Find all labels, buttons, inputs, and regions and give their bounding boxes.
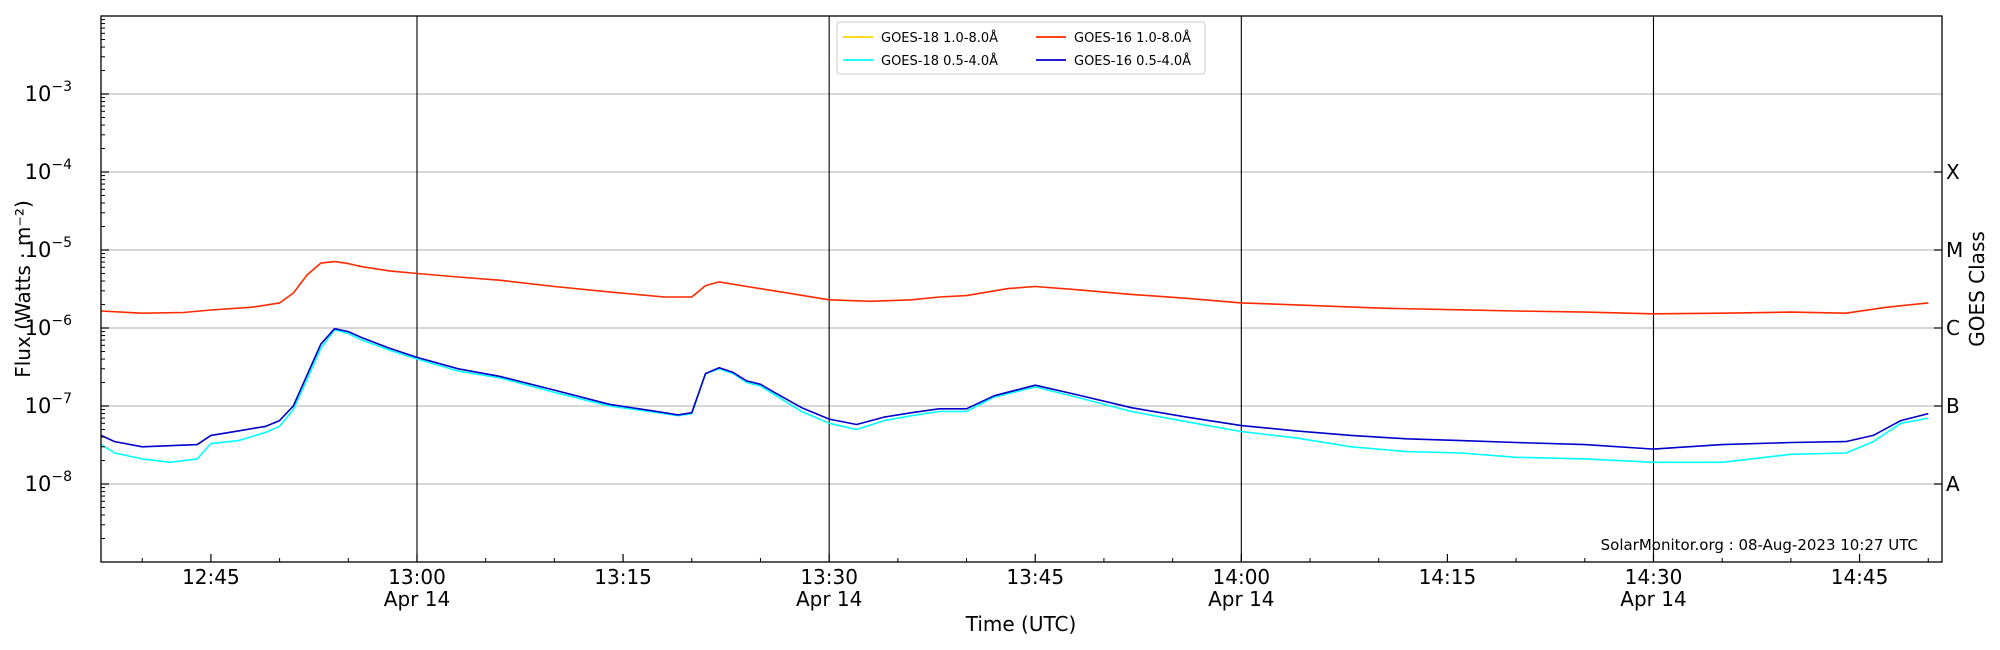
legend-label: GOES-18 1.0-8.0Å — [881, 30, 998, 46]
goes-class-label: A — [1946, 472, 1960, 496]
x-date-label: Apr 14 — [384, 587, 450, 611]
y-tick-exponent: −7 — [51, 391, 72, 407]
x-tick-label: 14:00 — [1213, 565, 1271, 589]
goes-class-axis-label: GOES Class — [1965, 231, 1989, 347]
y-tick-exponent: −3 — [51, 79, 72, 95]
x-date-label: Apr 14 — [796, 587, 862, 611]
x-tick-label: 12:45 — [182, 565, 240, 589]
watermark: SolarMonitor.org : 08-Aug-2023 10:27 UTC — [1601, 536, 1918, 554]
date-marker-lines — [416, 16, 1655, 562]
y-tick-base: 10 — [25, 82, 52, 106]
y-tick-exponent: −4 — [51, 157, 72, 173]
y-axis-label: Flux (Watts · m⁻²) — [11, 200, 35, 378]
legend-label: GOES-16 0.5-4.0Å — [1074, 53, 1191, 69]
y-tick-base: 10 — [25, 394, 52, 418]
horizontal-gridlines — [101, 93, 1942, 485]
y-tick-base: 10 — [25, 316, 52, 340]
y-tick-label: 10−8 — [25, 469, 72, 496]
x-tick-label: 13:00 — [388, 565, 446, 589]
x-tick-label: 13:30 — [800, 565, 858, 589]
legend: GOES-18 1.0-8.0Å GOES-18 0.5-4.0Å GOES-16 … — [836, 21, 1206, 75]
y-tick-base: 10 — [25, 160, 52, 184]
y-tick-exponent: −8 — [51, 469, 72, 485]
goes-class-label: X — [1946, 160, 1960, 184]
series-line — [100, 328, 1929, 464]
series-line — [100, 327, 1929, 450]
legend-box — [836, 21, 1206, 75]
series-line — [100, 260, 1929, 315]
goes-class-label: C — [1946, 316, 1960, 340]
tick-labels: 10−810−710−610−510−410−312:45 13:00 13:15 1… — [25, 79, 1964, 611]
y-tick-label: 10−7 — [25, 391, 72, 418]
y-tick-base: 10 — [25, 238, 52, 262]
y-tick-exponent: −5 — [51, 235, 72, 251]
plot-frame — [100, 15, 1943, 563]
x-axis-label: Time (UTC) — [965, 612, 1077, 636]
goes-class-label: M — [1946, 238, 1963, 262]
x-date-label: Apr 14 — [1208, 587, 1274, 611]
x-tick-label: 14:30 — [1625, 565, 1683, 589]
y-tick-label: 10−4 — [25, 157, 72, 184]
x-date-label: Apr 14 — [1620, 587, 1686, 611]
plot-background — [101, 16, 1942, 562]
y-tick-exponent: −6 — [51, 313, 72, 329]
flux-series — [100, 260, 1929, 464]
y-tick-label: 10−6 — [25, 313, 72, 340]
legend-label: GOES-18 0.5-4.0Å — [881, 53, 998, 69]
x-tick-label: 14:45 — [1831, 565, 1889, 589]
legend-label: GOES-16 1.0-8.0Å — [1074, 30, 1191, 46]
y-tick-label: 10−3 — [25, 79, 72, 106]
y-tick-label: 10−5 — [25, 235, 72, 262]
x-tick-label: 13:15 — [594, 565, 652, 589]
x-tick-label: 13:45 — [1006, 565, 1064, 589]
x-tick-label: 14:15 — [1419, 565, 1477, 589]
axis-ticks — [101, 19, 1942, 562]
goes-class-label: B — [1946, 394, 1960, 418]
y-tick-base: 10 — [25, 472, 52, 496]
